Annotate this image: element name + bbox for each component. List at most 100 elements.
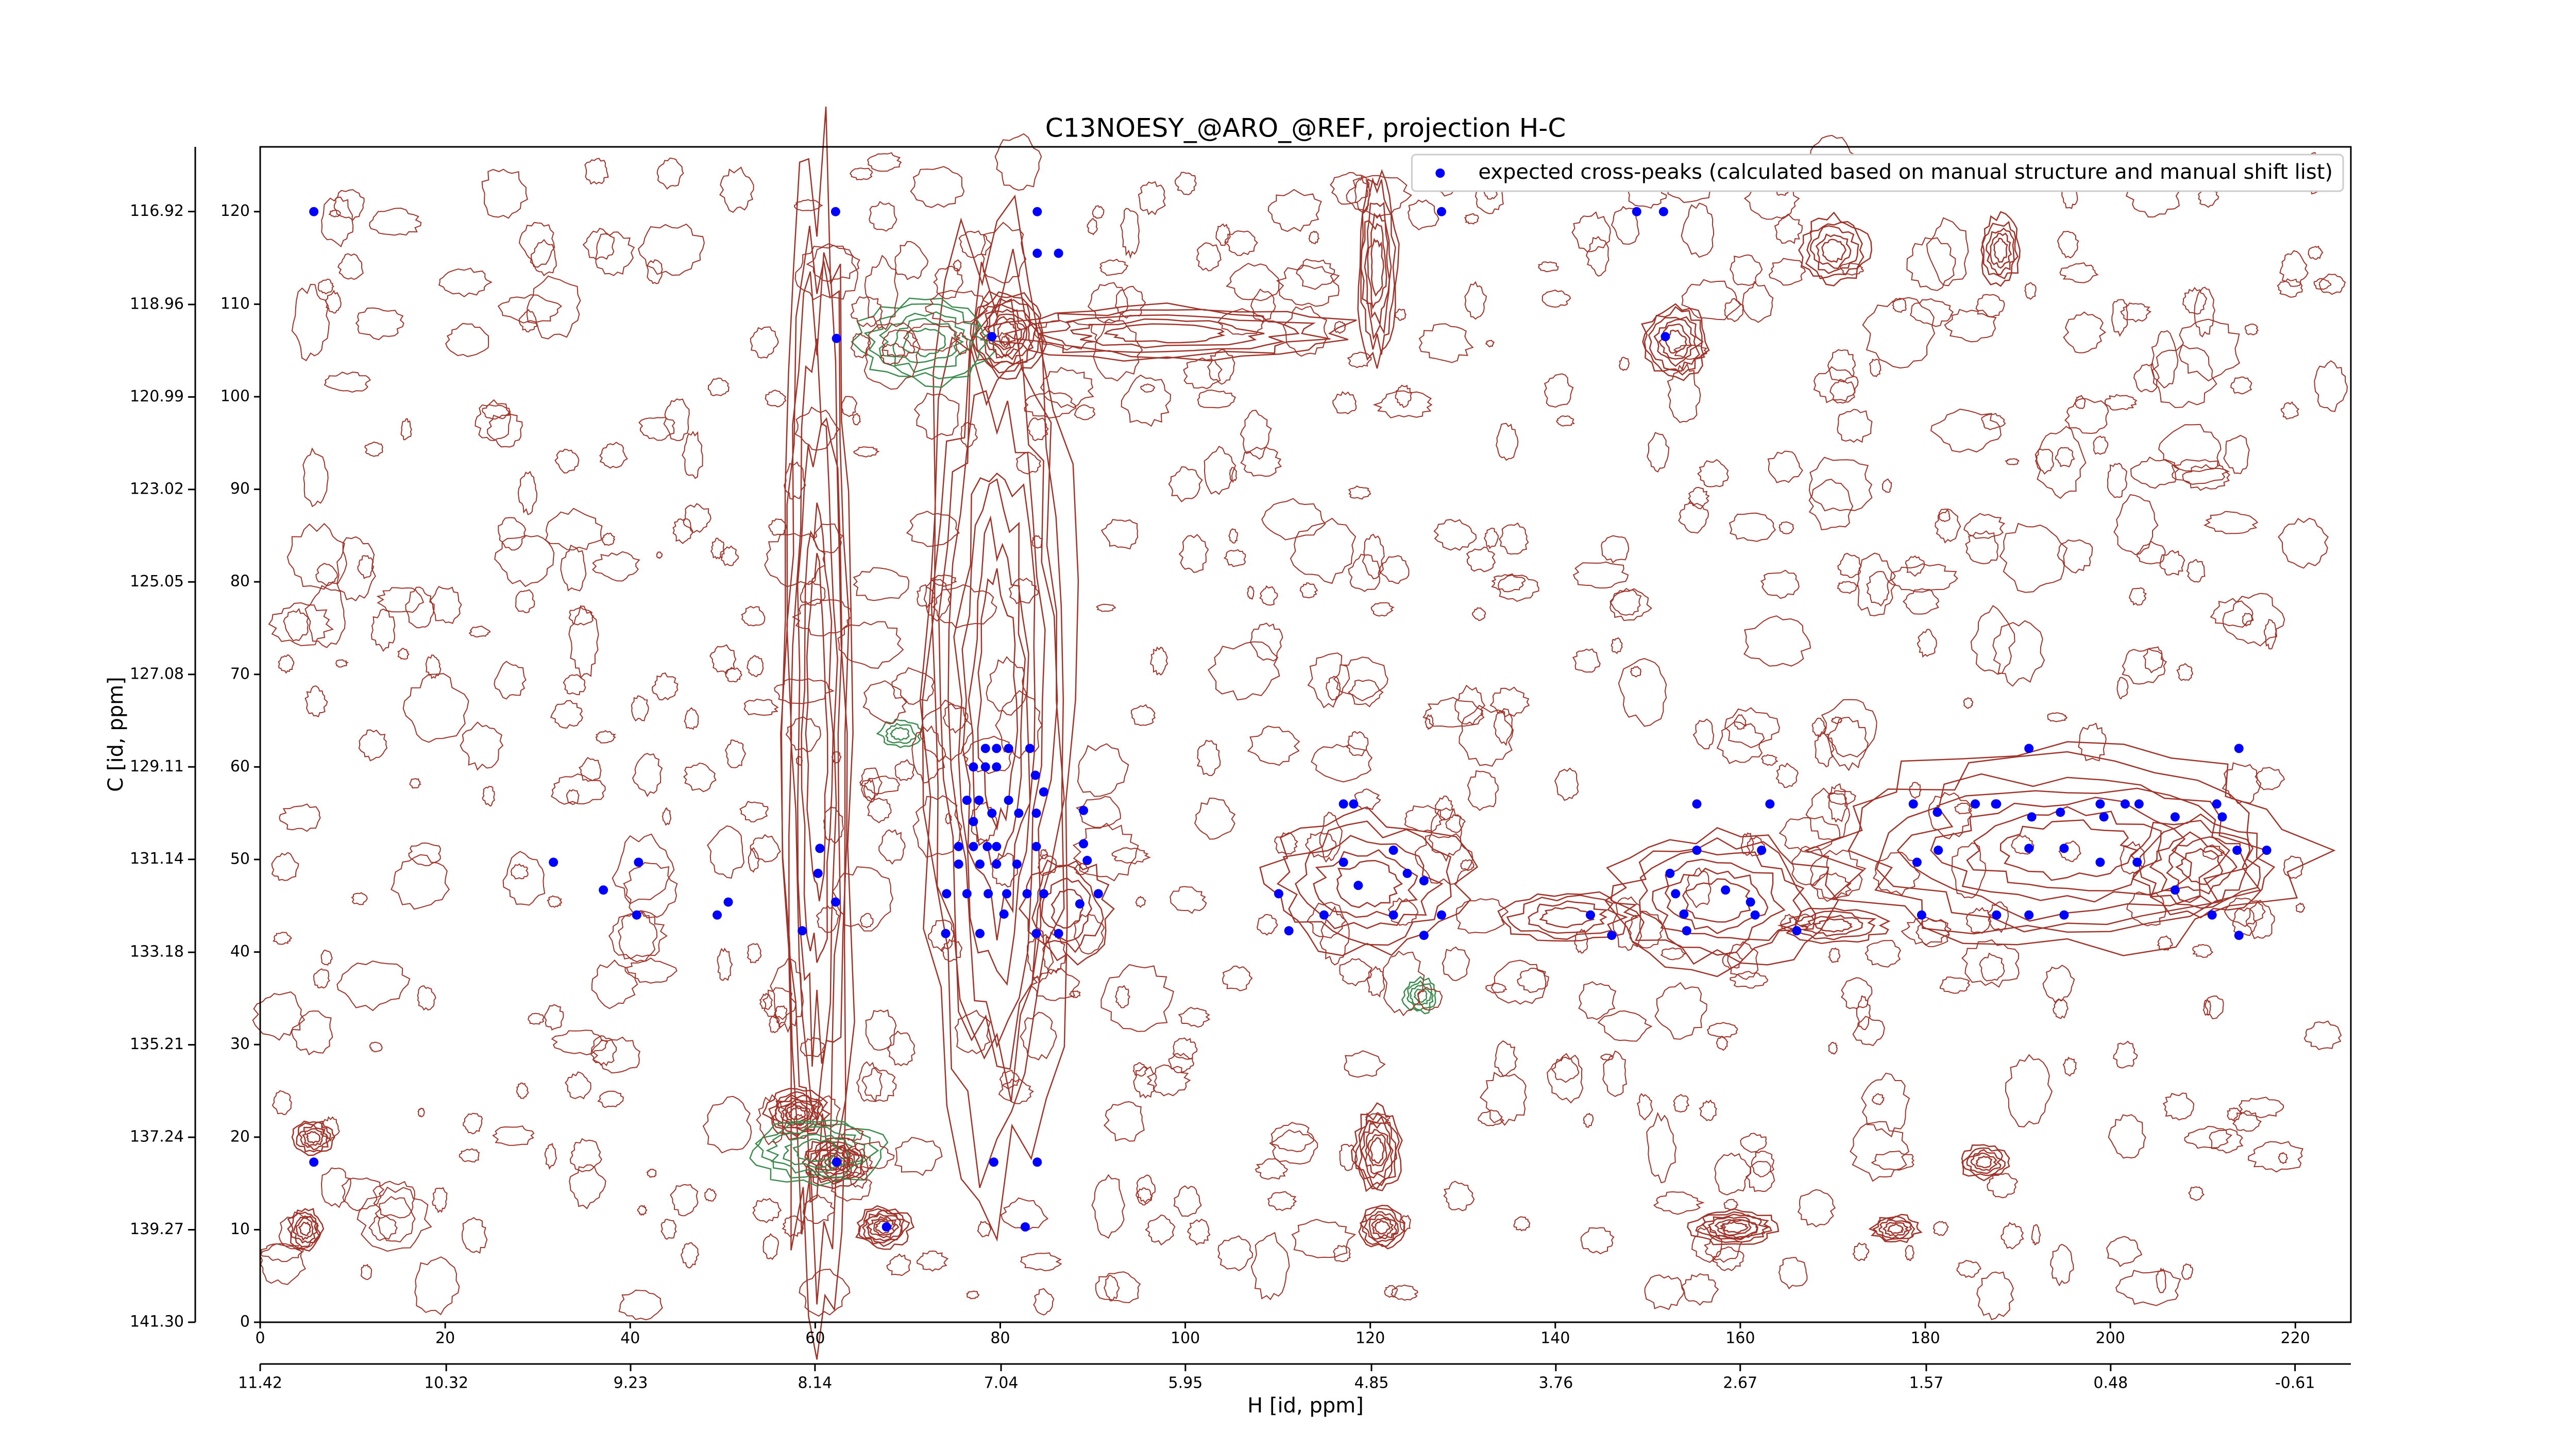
contour-line	[568, 606, 595, 626]
cross-peak	[1757, 846, 1767, 855]
contour-line	[1555, 415, 1575, 427]
contour-line	[1259, 806, 1479, 956]
contour-line	[1975, 294, 2005, 317]
contour-line	[1747, 836, 1766, 857]
contour-line	[717, 947, 733, 981]
contour-line	[1827, 349, 1856, 383]
contour-line	[660, 1219, 677, 1240]
contour-line	[1740, 832, 1754, 856]
contour-line	[947, 390, 1046, 1049]
contour-line	[320, 1167, 351, 1208]
contour-line	[2203, 511, 2259, 534]
contour-line	[997, 321, 1016, 346]
contour-line	[856, 1061, 883, 1102]
y-tick-label: 100	[221, 387, 250, 405]
contour-line	[494, 661, 527, 700]
contour-line	[1687, 1208, 1780, 1245]
cross-peak	[1908, 799, 1918, 809]
contour-line	[590, 1035, 617, 1067]
y-tick-label: 50	[230, 850, 250, 868]
contour-line	[298, 1221, 312, 1236]
contour-line	[1382, 950, 1425, 1017]
contour-line	[1831, 716, 1843, 724]
contour-line	[2130, 456, 2180, 489]
cross-peak	[942, 889, 952, 899]
contour-line	[750, 326, 779, 359]
contour-line	[2031, 1224, 2041, 1246]
contour-line	[1307, 652, 1350, 709]
contour-line	[1136, 1174, 1156, 1204]
contour-line	[601, 532, 616, 546]
contour-line	[1483, 528, 1499, 549]
contour-line	[1138, 181, 1166, 215]
contour-line	[544, 1004, 564, 1031]
contour-line	[372, 1181, 416, 1219]
contour-line	[591, 959, 638, 1009]
x-tick-label: 100	[1171, 1329, 1200, 1347]
contour-line	[1808, 457, 1873, 512]
contour-line	[790, 339, 843, 1120]
contour-line	[1259, 585, 1278, 606]
contour-line	[1828, 1041, 1838, 1055]
legend-label: expected cross-peaks (calculated based o…	[1478, 160, 2333, 184]
cross-peak	[1031, 929, 1041, 938]
contour-line	[1928, 791, 1973, 839]
contour-line	[1872, 1216, 1916, 1241]
contour-line	[2136, 541, 2166, 565]
contour-line	[1992, 620, 2045, 687]
contour-line	[859, 776, 901, 795]
contour-line	[530, 239, 557, 277]
contour-line	[1368, 1214, 1397, 1240]
contour-line	[1464, 281, 1487, 320]
contour-line	[1872, 851, 1921, 896]
contour-line	[1716, 1035, 1728, 1051]
cross-peak	[1022, 889, 1032, 899]
contour-line	[2057, 539, 2093, 574]
contour-line	[867, 1216, 900, 1239]
contour-line	[1828, 783, 1848, 823]
contour-line	[1857, 552, 1896, 617]
contour-line	[2171, 459, 2230, 485]
x2-tick-label: 0.48	[2093, 1374, 2128, 1392]
cross-peak	[1419, 931, 1429, 940]
contour-line	[1460, 859, 1475, 871]
contour-line	[1001, 1197, 1049, 1231]
contour-line	[1701, 1214, 1770, 1240]
contour-line	[528, 1013, 545, 1025]
contour-line	[1871, 1150, 1914, 1171]
contour-line	[1917, 629, 1937, 658]
contour-line	[2143, 646, 2164, 673]
contour-line	[1395, 384, 1413, 408]
contour-line	[878, 829, 906, 865]
contour-line	[2188, 1186, 2205, 1201]
contour-line	[1077, 743, 1129, 797]
contour-line	[1394, 308, 1406, 321]
contour-line	[551, 1030, 608, 1056]
contour-line	[911, 725, 946, 784]
contour-line	[1194, 797, 1236, 840]
cross-peak	[634, 857, 643, 867]
contour-line	[1406, 980, 1434, 1011]
contour-line	[991, 852, 1019, 888]
contour-line	[1091, 1174, 1126, 1239]
contour-line	[1574, 929, 1588, 954]
contour-line	[2150, 330, 2179, 389]
contour-line	[1247, 726, 1300, 766]
contour-line	[1346, 175, 1412, 217]
contour-line	[2223, 434, 2250, 475]
cross-peak	[1436, 207, 1446, 216]
contour-line	[986, 656, 1027, 716]
contour-line	[2158, 424, 2222, 473]
contour-line	[597, 1090, 624, 1108]
contour-line	[865, 1009, 897, 1051]
contour-line	[1100, 518, 1139, 550]
contour-line	[1354, 788, 1381, 810]
contour-line	[468, 626, 491, 638]
contour-line	[291, 1010, 333, 1056]
y2-tick-label: 118.96	[130, 295, 184, 313]
cross-peak	[1586, 910, 1596, 920]
y-tick-label: 0	[240, 1313, 250, 1331]
contour-line	[2093, 435, 2109, 455]
contour-line	[518, 222, 555, 268]
contour-line	[680, 1242, 700, 1269]
